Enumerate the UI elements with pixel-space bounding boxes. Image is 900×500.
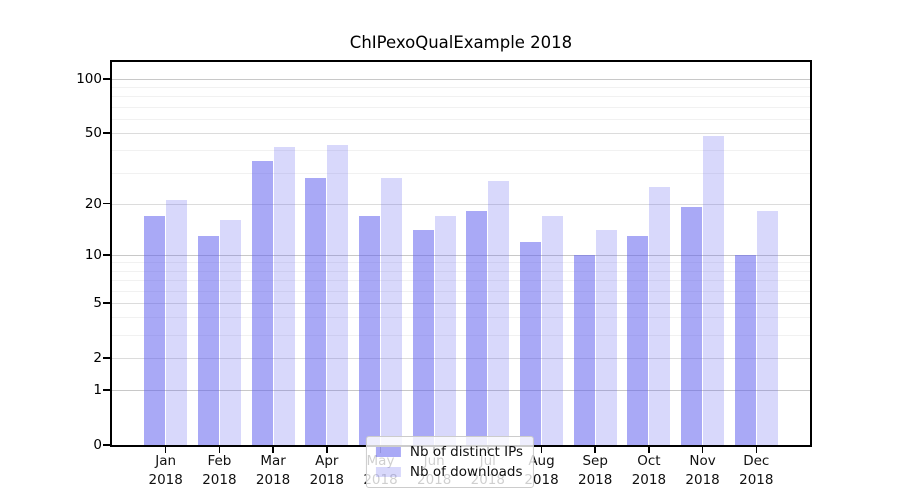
gridline-y-30: [112, 172, 810, 174]
bar-downloads-nov: [703, 136, 725, 445]
y-tick-2: [103, 357, 110, 359]
bar-distinct-ips-apr: [305, 177, 327, 445]
x-tick-sep: [594, 447, 596, 453]
x-tick-nov: [701, 447, 704, 453]
x-tick-label-oct: Oct 2018: [631, 453, 667, 488]
y-tick-10: [103, 254, 110, 256]
gridline-y-4: [112, 317, 810, 319]
gridline-y-8: [112, 270, 810, 272]
x-tick-oct: [648, 447, 650, 453]
bar-distinct-ips-dec: [734, 254, 756, 445]
y-tick-20: [103, 202, 110, 205]
bar-distinct-ips-jun: [412, 230, 434, 445]
gridline-y-1: [112, 390, 810, 391]
legend-swatch-distinct-ips: [375, 447, 401, 457]
gridline-y-100: [112, 78, 810, 80]
gridline-y-2: [112, 357, 810, 359]
bar-downloads-jan: [166, 199, 188, 445]
gridline-y-9: [112, 262, 810, 264]
bar-distinct-ips-sep: [573, 254, 595, 445]
x-tick-label-jan: Jan 2018: [148, 453, 183, 488]
gridline-y-50: [112, 133, 810, 135]
x-tick-label-apr: Apr 2018: [309, 453, 344, 488]
x-tick-label-nov: Nov 2018: [685, 453, 720, 488]
bar-downloads-dec: [756, 211, 778, 445]
gridline-y-40: [112, 150, 810, 152]
x-tick-label-feb: Feb 2018: [202, 453, 237, 488]
gridline-y-7: [112, 280, 810, 282]
x-tick-label-dec: Dec 2018: [739, 453, 774, 488]
bar-downloads-sep: [595, 230, 617, 445]
gridline-y-6: [112, 290, 810, 292]
legend-label-downloads: Nb of downloads: [409, 464, 523, 480]
legend-item-downloads: Nb of downloads: [375, 462, 523, 482]
x-tick-jan: [164, 447, 167, 453]
bar-downloads-jul: [488, 180, 510, 445]
gridline-y-90: [112, 87, 810, 89]
y-tick-100: [103, 78, 110, 80]
x-tick-dec: [755, 447, 758, 453]
gridline-y-80: [112, 96, 810, 98]
bar-distinct-ips-mar: [251, 160, 273, 445]
y-tick-label-20: 20: [84, 195, 102, 212]
x-tick-aug: [540, 447, 543, 453]
y-tick-50: [103, 132, 110, 134]
gridline-y-5: [112, 302, 810, 304]
x-tick-feb: [218, 447, 221, 453]
gridline-y-60: [112, 118, 810, 120]
gridline-y-3: [112, 335, 810, 336]
x-tick-label-mar: Mar 2018: [255, 453, 291, 488]
legend-swatch-downloads: [375, 467, 401, 477]
bar-distinct-ips-jul: [466, 211, 488, 445]
y-tick-0: [103, 444, 110, 446]
plot-area: 0 1 2 5 10 20 50 100 Jan 2018 Feb 2018 Mar 2018 Apr…: [76, 60, 812, 488]
bar-distinct-ips-aug: [520, 241, 541, 445]
y-tick-label-5: 5: [93, 294, 102, 311]
legend-item-distinct-ips: Nb of distinct IPs: [375, 442, 524, 462]
y-tick-label-0: 0: [93, 437, 102, 453]
bar-downloads-apr: [327, 144, 349, 445]
x-tick-label-sep: Sep 2018: [578, 453, 613, 488]
bar-distinct-ips-feb: [197, 235, 219, 445]
bar-downloads-may: [381, 177, 402, 445]
bar-downloads-oct: [649, 186, 671, 445]
y-tick-label-50: 50: [84, 125, 102, 142]
bar-downloads-feb: [219, 220, 241, 445]
x-tick-apr: [326, 447, 328, 453]
gridline-y-70: [112, 106, 810, 108]
bar-downloads-jun: [434, 215, 456, 445]
y-tick-label-1: 1: [93, 382, 102, 398]
y-tick-label-100: 100: [76, 70, 102, 87]
bar-downloads-mar: [273, 146, 295, 445]
gridline-y-10: [112, 254, 810, 256]
y-tick-5: [103, 302, 110, 304]
chart-title: ChIPexoQualExample 2018: [349, 33, 573, 52]
bar-distinct-ips-jan: [144, 215, 166, 445]
bar-distinct-ips-nov: [681, 207, 703, 445]
y-tick-label-2: 2: [93, 349, 102, 366]
gridline-y-20: [112, 203, 810, 205]
legend-label-distinct-ips: Nb of distinct IPs: [409, 444, 524, 460]
y-tick-1: [103, 389, 110, 391]
legend: Nb of distinct IPs Nb of downloads: [365, 436, 535, 488]
bar-distinct-ips-oct: [627, 235, 649, 445]
bar-distinct-ips-may: [359, 215, 380, 445]
x-tick-mar: [272, 447, 274, 453]
y-tick-label-10: 10: [84, 246, 102, 263]
bar-downloads-aug: [542, 215, 563, 445]
